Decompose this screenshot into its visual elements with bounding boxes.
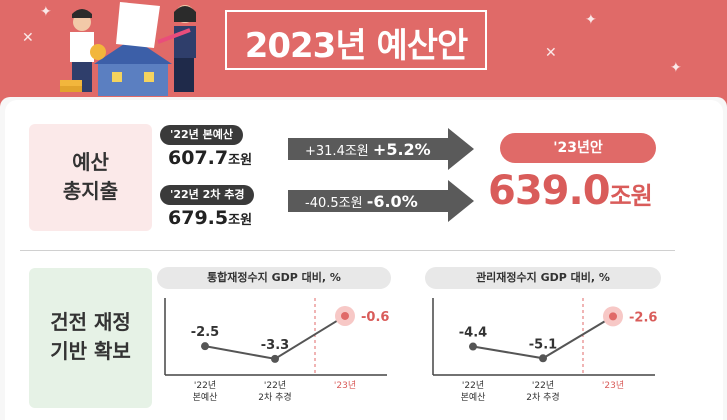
- chart-tick-label: 2차 추경: [258, 391, 291, 403]
- sparkle-icon: ✕: [22, 30, 34, 46]
- section-label-fiscal: 건전 재정 기반 확보: [29, 268, 152, 408]
- chart-tick-label: 2차 추경: [526, 391, 559, 403]
- chart-point: [539, 354, 547, 363]
- arrow-shape: [288, 180, 474, 222]
- chart-data-label: -0.6: [361, 310, 389, 325]
- row-amount: 679.5조원: [168, 207, 253, 229]
- page-title-box: 2023년 예산안: [225, 10, 487, 70]
- chart-point: [609, 312, 617, 321]
- chart-point: [469, 342, 477, 351]
- arrow-shape: [288, 128, 474, 170]
- sparkle-icon: ✕: [545, 45, 557, 61]
- section-label-line: 기반 확보: [50, 339, 131, 363]
- chart-title-pill: 통합재정수지 GDP 대비, %: [157, 267, 391, 289]
- row-tag: '22년 2차 추경: [160, 185, 255, 205]
- chart-tick-label: 본예산: [193, 392, 218, 403]
- chart-point: [341, 311, 349, 320]
- chart-tick-label: '22년: [462, 380, 484, 391]
- row-delta: -40.5조원 -6.0%: [305, 192, 418, 211]
- illustration: [60, 2, 196, 96]
- row-delta: +31.4조원 +5.2%: [305, 140, 431, 159]
- chart-data-label: -4.4: [459, 326, 487, 341]
- result-tag: '23년안: [500, 133, 656, 163]
- chart-tick-label: '22년: [264, 380, 286, 391]
- chart-point: [201, 342, 209, 351]
- section-divider: [20, 250, 675, 251]
- section-label-line: 건전 재정: [50, 310, 131, 334]
- chart-data-label: -2.5: [191, 325, 219, 340]
- chart-data-label: -3.3: [261, 338, 289, 353]
- chart-point: [271, 354, 279, 363]
- chart-tick-label: '23년: [334, 380, 356, 391]
- chart-tick-label: '22년: [532, 380, 554, 391]
- row-amount: 607.7조원: [168, 147, 253, 169]
- sparkle-icon: ✦: [585, 12, 597, 28]
- chart-data-label: -2.6: [629, 310, 657, 325]
- sparkle-icon: ✦: [670, 60, 682, 76]
- chart-tick-label: '23년: [602, 380, 624, 391]
- chart-tick-label: 본예산: [461, 392, 486, 403]
- section-label-line: 예산: [72, 150, 109, 174]
- result-amount: 639.0조원: [488, 168, 653, 214]
- chart-data-label: -5.1: [529, 337, 557, 352]
- section-label-budget: 예산 총지출: [29, 124, 152, 231]
- row-tag: '22년 본예산: [160, 125, 243, 145]
- page-title: 2023년 예산안: [244, 26, 469, 66]
- section-label-line: 총지출: [62, 179, 119, 203]
- chart-title-pill: 관리재정수지 GDP 대비, %: [425, 267, 661, 289]
- sparkle-icon: ✦: [40, 4, 52, 20]
- chart-tick-label: '22년: [194, 380, 216, 391]
